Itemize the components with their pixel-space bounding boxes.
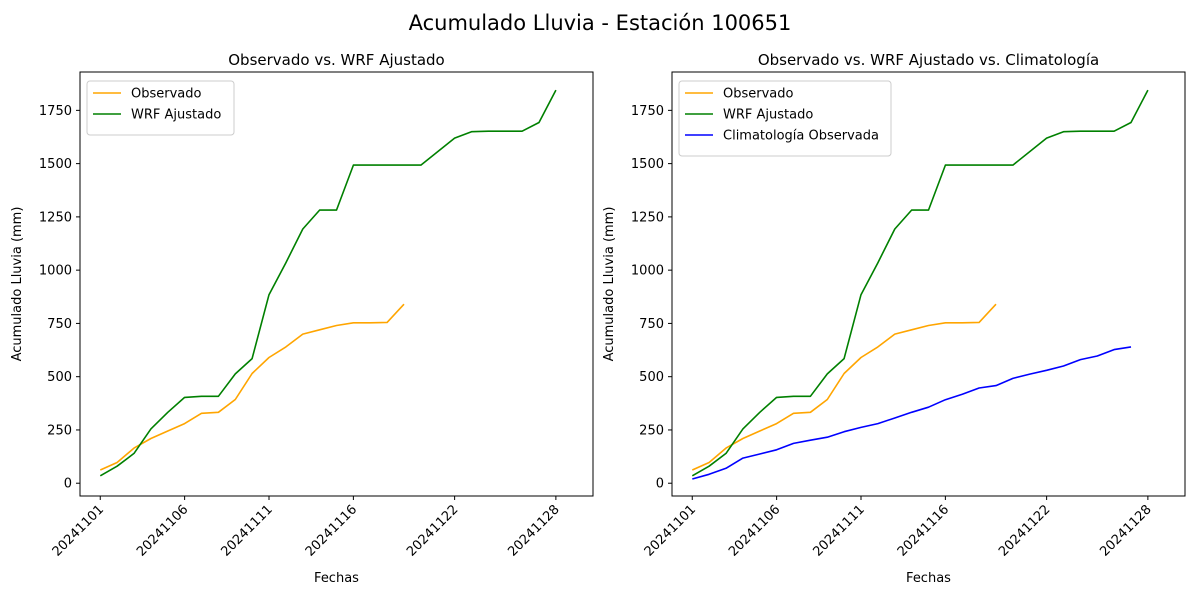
x-tick-label: 20241106 [726, 502, 783, 559]
y-tick-label: 250 [639, 423, 664, 438]
y-tick-label: 1750 [631, 104, 664, 119]
x-tick-label: 20241122 [404, 502, 461, 559]
plot-area-frame [79, 71, 594, 497]
y-tick-label: 500 [47, 370, 72, 385]
x-tick-label: 20241106 [134, 502, 191, 559]
y-axis-label: Acumulado Lluvia (mm) [602, 207, 617, 362]
legend: Observado WRF Ajustado Climatología Observ… [678, 80, 892, 157]
y-tick-label: 1500 [631, 157, 664, 172]
x-axis-label: Fechas [314, 571, 359, 586]
x-tick-label: 20241101 [50, 502, 107, 559]
chart-title: Observado vs. WRF Ajustado [228, 51, 444, 69]
x-tick-label: 20241122 [996, 502, 1053, 559]
chart-panel-1: 0 250 500 750 1000 1250 1500 1750 20241101 202411… [10, 51, 594, 586]
y-tick-label: 1000 [39, 264, 72, 279]
y-tick-label: 500 [639, 370, 664, 385]
legend-label: Climatología Observada [723, 129, 879, 144]
chart-title: Observado vs. WRF Ajustado vs. Climatolo… [758, 51, 1099, 69]
legend-label: WRF Ajustado [131, 108, 221, 123]
y-tick-label: 1000 [631, 264, 664, 279]
legend-box [86, 80, 235, 136]
y-tick-label: 1500 [39, 157, 72, 172]
x-tick-label: 20241116 [303, 502, 360, 559]
figure-title: Acumulado Lluvia - Estación 100651 [409, 11, 792, 35]
y-tick-label: 750 [639, 317, 664, 332]
chart-panel-2: 0 250 500 750 1000 1250 1500 1750 20241101 202411… [602, 51, 1186, 586]
x-tick-label: 20241111 [810, 502, 867, 559]
legend-label: WRF Ajustado [723, 108, 813, 123]
series-line-observado [691, 303, 997, 471]
legend-label: Observado [723, 87, 794, 102]
y-tick-label: 250 [47, 423, 72, 438]
y-tick-label: 750 [47, 317, 72, 332]
y-tick-label: 0 [64, 477, 72, 492]
x-tick-label: 20241128 [1097, 502, 1154, 559]
series-line-observado [99, 303, 405, 471]
series-line-climatolog-a-observada [692, 346, 1132, 480]
x-tick-label: 20241101 [642, 502, 699, 559]
series-line-wrf-ajustado [99, 89, 557, 477]
legend-label: Observado [131, 87, 202, 102]
plot-area-frame [671, 71, 1186, 497]
x-axis-label: Fechas [906, 571, 951, 586]
y-axis-label: Acumulado Lluvia (mm) [10, 207, 25, 362]
y-tick-label: 1750 [39, 104, 72, 119]
x-tick-label: 20241128 [505, 502, 562, 559]
legend-box [678, 80, 892, 157]
legend: Observado WRF Ajustado [86, 80, 235, 136]
x-tick-label: 20241111 [218, 502, 275, 559]
y-tick-label: 0 [656, 477, 664, 492]
x-tick-label: 20241116 [895, 502, 952, 559]
y-tick-label: 1250 [39, 210, 72, 225]
series-line-wrf-ajustado [691, 89, 1149, 477]
y-tick-label: 1250 [631, 210, 664, 225]
